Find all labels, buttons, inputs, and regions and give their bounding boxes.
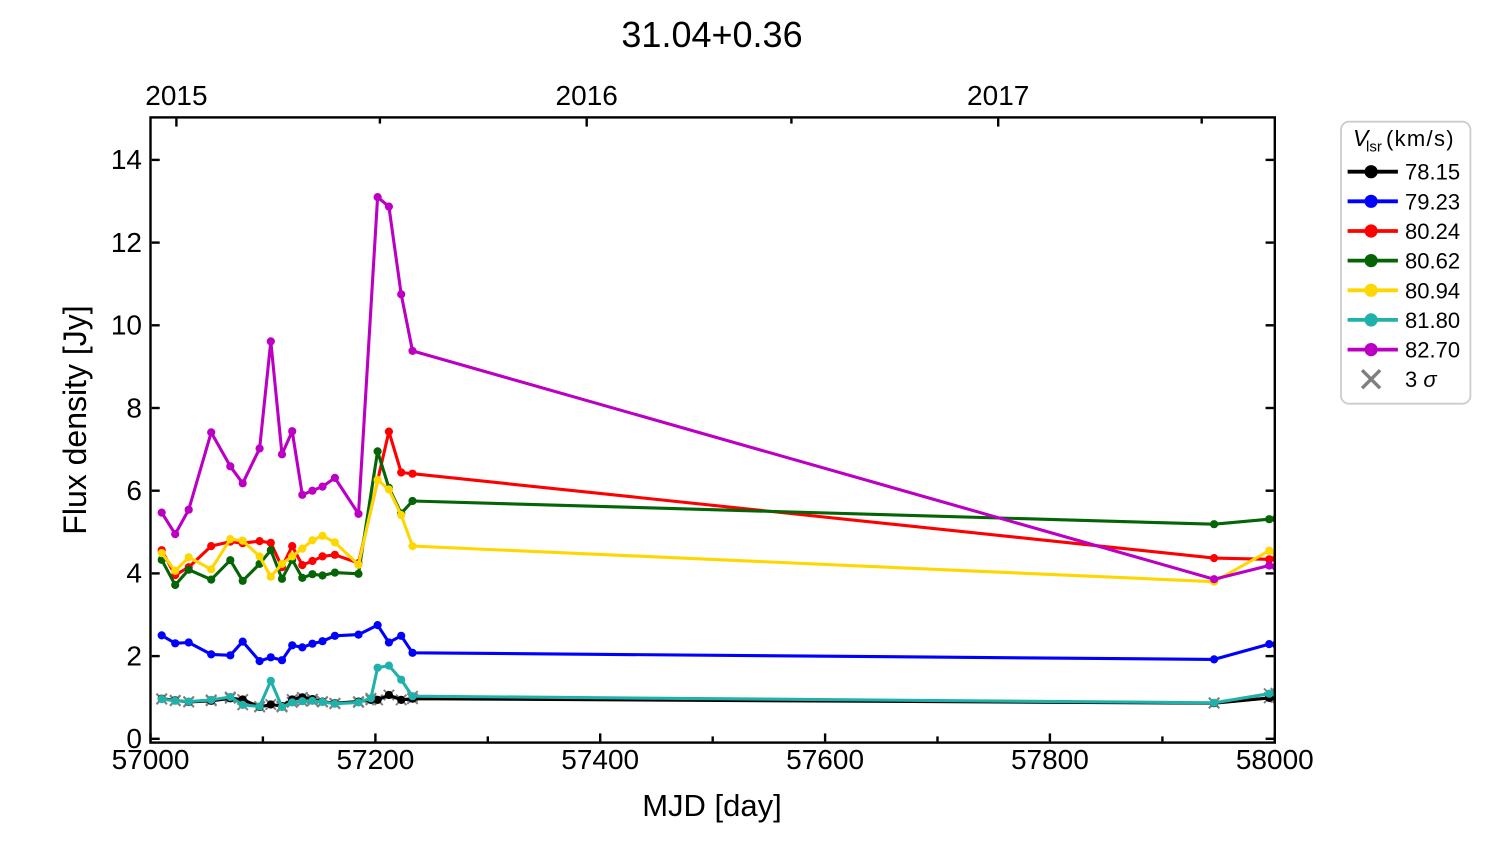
svg-text:12: 12 xyxy=(111,227,142,258)
svg-text:(km/s): (km/s) xyxy=(1386,126,1455,151)
svg-text:2017: 2017 xyxy=(967,80,1029,111)
svg-text:3 σ: 3 σ xyxy=(1405,367,1437,392)
svg-text:8: 8 xyxy=(126,392,142,423)
svg-text:80.62: 80.62 xyxy=(1405,249,1460,274)
svg-text:57600: 57600 xyxy=(786,744,864,775)
svg-text:57200: 57200 xyxy=(336,744,414,775)
svg-text:79.23: 79.23 xyxy=(1405,189,1460,214)
svg-text:80.94: 80.94 xyxy=(1405,278,1460,303)
svg-text:57000: 57000 xyxy=(112,744,190,775)
svg-text:58000: 58000 xyxy=(1236,744,1314,775)
svg-text:82.70: 82.70 xyxy=(1405,338,1460,363)
svg-text:V: V xyxy=(1353,125,1371,151)
svg-text:57800: 57800 xyxy=(1011,744,1089,775)
svg-text:2015: 2015 xyxy=(145,80,207,111)
svg-text:81.80: 81.80 xyxy=(1405,308,1460,333)
svg-text:57400: 57400 xyxy=(561,744,639,775)
svg-text:lsr: lsr xyxy=(1366,139,1382,156)
svg-text:2: 2 xyxy=(126,640,142,671)
svg-text:2016: 2016 xyxy=(556,80,618,111)
svg-text:31.04+0.36: 31.04+0.36 xyxy=(621,14,802,55)
svg-text:MJD [day]: MJD [day] xyxy=(642,788,782,823)
svg-text:4: 4 xyxy=(126,558,142,589)
svg-text:78.15: 78.15 xyxy=(1405,160,1460,185)
svg-text:0: 0 xyxy=(126,723,142,754)
svg-text:Flux density [Jy]: Flux density [Jy] xyxy=(57,305,93,534)
svg-text:14: 14 xyxy=(111,144,142,175)
svg-text:6: 6 xyxy=(126,475,142,506)
svg-text:10: 10 xyxy=(111,310,142,341)
svg-text:80.24: 80.24 xyxy=(1405,219,1460,244)
